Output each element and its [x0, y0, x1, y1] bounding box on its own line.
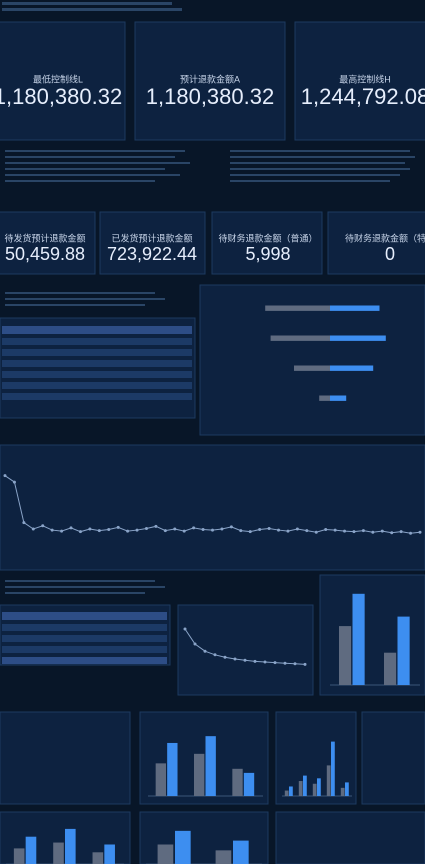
bar — [92, 852, 104, 864]
bar — [289, 786, 293, 796]
bar — [53, 842, 64, 864]
line — [4, 475, 421, 534]
bar — [339, 626, 352, 685]
bar — [265, 305, 330, 311]
bar — [25, 836, 37, 864]
bar — [326, 765, 331, 796]
bar — [205, 736, 216, 796]
kpi-label: 已发货预计退款金额 — [111, 232, 192, 243]
kpi-label: 预计退款金额A — [180, 73, 240, 84]
bar — [312, 783, 317, 796]
kpi-value: 1,180,380.32 — [0, 84, 122, 109]
kpi-value: 5,998 — [245, 244, 290, 264]
kpi-value: 723,922.44 — [107, 244, 197, 264]
bar — [298, 781, 303, 796]
kpi-label: 最低控制线L — [33, 73, 83, 84]
bar — [397, 616, 410, 685]
bar — [345, 782, 349, 796]
bar — [215, 850, 232, 864]
bar — [317, 778, 321, 796]
bar — [331, 741, 335, 796]
table-rows — [2, 326, 192, 664]
kpi-label: 待发货预计退款金额 — [4, 232, 85, 243]
line — [184, 628, 306, 665]
panels — [0, 21, 425, 864]
bar — [330, 335, 386, 341]
bar — [232, 768, 243, 796]
bar — [330, 305, 380, 311]
bar — [194, 753, 205, 796]
kpi-label: 待财务退款金额（特殊 — [345, 232, 425, 243]
kpi-label: 最高控制线H — [339, 73, 391, 84]
bar — [330, 395, 347, 401]
notes — [2, 2, 415, 594]
bar — [13, 848, 25, 864]
bar — [294, 365, 330, 371]
kpi-value: 1,244,792.08 — [301, 84, 425, 109]
kpi-value: 0 — [385, 244, 395, 264]
kpi-label: 待财务退款金额（普通） — [218, 232, 317, 243]
bar — [155, 763, 167, 796]
bar — [352, 593, 365, 685]
bar — [157, 844, 174, 864]
bar — [167, 742, 178, 796]
bar — [233, 840, 249, 864]
bar — [104, 844, 115, 864]
bar — [65, 828, 76, 864]
bar — [340, 787, 345, 796]
kpi-value: 1,180,380.32 — [146, 84, 274, 109]
bar — [243, 772, 255, 796]
bar — [384, 652, 397, 685]
bar — [330, 365, 374, 371]
kpi-value: 50,459.88 — [5, 244, 85, 264]
bar — [175, 830, 191, 864]
bar — [284, 790, 289, 796]
bar — [270, 335, 330, 341]
bar — [303, 775, 307, 796]
bar — [319, 395, 330, 401]
